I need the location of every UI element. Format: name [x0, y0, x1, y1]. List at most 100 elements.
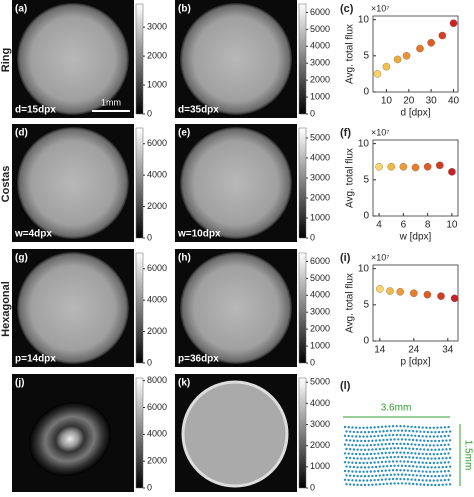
dot-pattern: [414, 443, 417, 446]
dot-pattern: [388, 477, 391, 481]
dot-pattern: [360, 430, 363, 434]
dot-pattern: [421, 426, 424, 429]
dot-pattern: [393, 438, 396, 441]
dot-pattern: [371, 448, 374, 451]
colorbar-tick-label: 2000: [147, 201, 167, 211]
dot-pattern: [377, 478, 380, 482]
dot-pattern: [382, 447, 385, 451]
dot-pattern: [367, 448, 370, 451]
dot-pattern: [380, 443, 384, 446]
plot-frame: [372, 139, 459, 217]
dot-pattern: [384, 478, 387, 481]
dot-pattern: [369, 470, 373, 473]
dot-pattern: [430, 430, 433, 434]
colorbar-tick-label: 5000: [310, 132, 330, 142]
dot-pattern: [369, 461, 373, 464]
colorbar: [298, 3, 307, 115]
dot-pattern: [384, 460, 387, 463]
dot-pattern: [432, 435, 435, 438]
dot-pattern: [378, 483, 381, 486]
dot-pattern: [382, 465, 385, 468]
dot-pattern: [374, 439, 378, 442]
dot-pattern: [436, 479, 439, 482]
dot-pattern: [417, 461, 421, 464]
dot-pattern: [351, 435, 354, 438]
colorbar-tick-label: 0: [310, 232, 315, 242]
dot-pattern: [360, 474, 363, 478]
dot-pattern: [391, 451, 395, 454]
dot-pattern: [440, 479, 443, 482]
data-point: [376, 285, 384, 293]
row-label: Ring: [0, 48, 12, 72]
dot-pattern: [447, 461, 450, 464]
colorbar-tick-label: 4000: [147, 170, 167, 180]
dot-pattern: [410, 451, 413, 455]
data-point: [410, 289, 418, 297]
plot-frame: [372, 15, 459, 93]
dot-pattern: [415, 439, 418, 442]
dot-pattern: [366, 461, 369, 465]
dot-pattern: [354, 452, 358, 456]
dot-pattern: [403, 425, 406, 428]
dot-pattern: [382, 474, 385, 477]
dot-pattern: [428, 452, 432, 456]
dot-pattern: [417, 426, 421, 429]
dot-pattern: [388, 442, 391, 446]
dot-pattern: [423, 465, 426, 469]
dot-pattern: [434, 430, 437, 434]
dot-pattern: [388, 460, 391, 463]
scale-bar-label: 1mm: [101, 97, 121, 107]
dot-pattern: [351, 461, 354, 464]
dot-pattern: [432, 452, 435, 456]
dot-pattern: [445, 465, 448, 469]
dot-pattern: [362, 470, 365, 473]
data-point: [438, 31, 447, 40]
dot-pattern: [393, 429, 396, 432]
dot-pattern: [411, 465, 415, 468]
dot-pattern: [354, 470, 358, 473]
dot-pattern: [389, 447, 393, 450]
dot-pattern: [415, 465, 418, 468]
data-point: [449, 19, 458, 27]
dot-pattern: [434, 439, 437, 443]
panel-label: (l): [340, 380, 351, 392]
image-caption: d=35dpx: [178, 105, 219, 116]
dot-pattern: [423, 483, 426, 486]
image-content: [17, 3, 129, 115]
colorbar-tick-label: 0: [310, 357, 315, 367]
colorbar-tick-label: 4000: [310, 41, 330, 51]
dot-pattern: [363, 466, 367, 469]
dot-pattern: [400, 438, 404, 441]
dot-pattern: [349, 448, 352, 451]
dot-pattern: [406, 478, 410, 481]
dot-pattern: [411, 447, 415, 450]
dot-pattern: [366, 479, 369, 482]
dot-pattern: [423, 439, 426, 442]
dot-pattern: [362, 461, 365, 465]
panel-label: (c): [340, 3, 354, 15]
dot-pattern: [421, 461, 424, 464]
data-point: [423, 163, 432, 171]
dot-pattern: [362, 435, 365, 438]
dot-pattern: [423, 457, 426, 460]
colorbar: [298, 377, 307, 489]
dot-pattern: [395, 451, 398, 454]
dot-pattern: [417, 434, 421, 438]
dot-pattern: [358, 452, 361, 456]
dot-pattern: [363, 439, 367, 443]
dot-pattern: [369, 452, 373, 456]
x-tick-label: 10: [381, 96, 393, 107]
panel-label: (a): [15, 4, 27, 15]
dot-pattern: [421, 470, 424, 473]
colorbar-tick-label: 5000: [310, 273, 330, 283]
dot-pattern: [415, 483, 418, 486]
image-content: [17, 252, 129, 364]
dot-pattern: [404, 447, 407, 450]
dot-pattern: [430, 474, 433, 478]
dot-pattern: [358, 435, 361, 438]
dot-pattern: [343, 478, 347, 481]
dot-pattern: [399, 425, 402, 428]
dot-pattern: [437, 474, 441, 478]
dot-pattern: [414, 461, 417, 464]
dot-pattern: [415, 474, 418, 477]
